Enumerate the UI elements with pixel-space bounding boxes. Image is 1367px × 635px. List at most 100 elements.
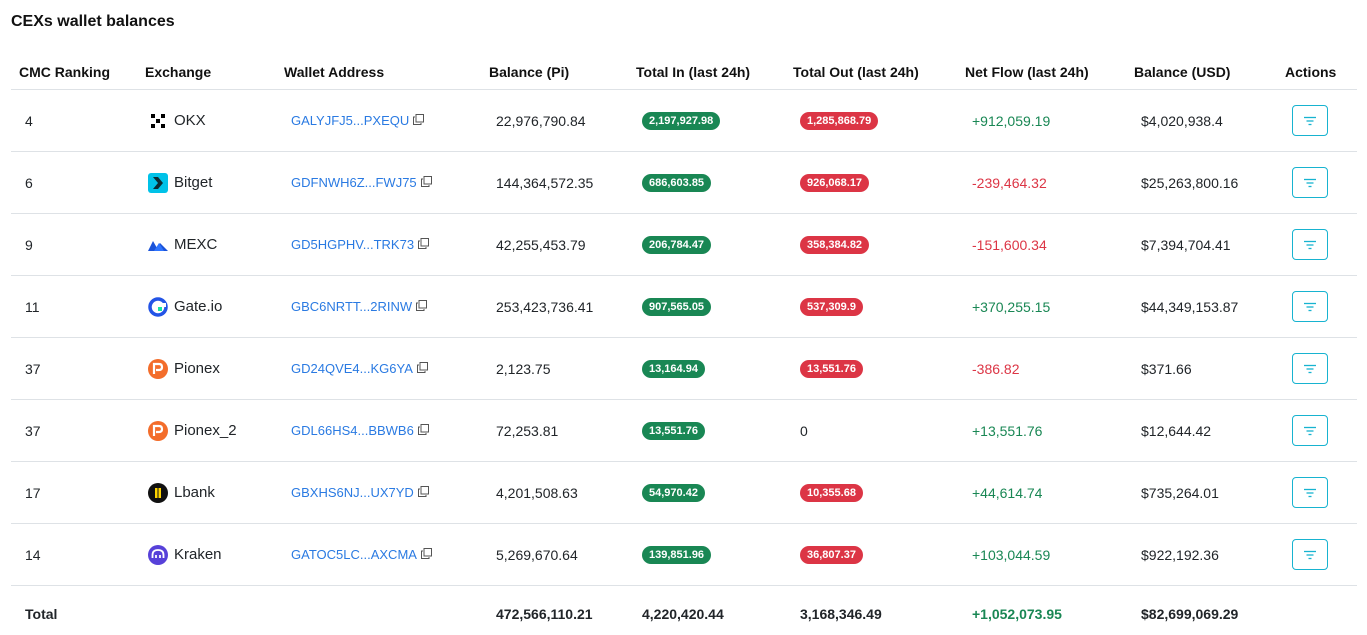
copy-icon[interactable] xyxy=(417,423,429,438)
actions-cell xyxy=(1292,524,1328,585)
total-in-cell: 686,603.85 xyxy=(642,152,712,213)
rank-cell: 14 xyxy=(25,546,41,563)
exchange-cell: Gate.io xyxy=(148,276,222,337)
filter-icon xyxy=(1303,302,1317,312)
page-title: CEXs wallet balances xyxy=(11,13,175,30)
total-out-badge: 537,309.9 xyxy=(800,297,863,316)
wallet-address-link[interactable]: GATOC5LC...AXCMA xyxy=(291,547,432,562)
totals-row: Total 472,566,110.21 4,220,420.44 3,168,… xyxy=(11,586,1357,635)
total-out-cell: 10,355.68 xyxy=(800,462,863,523)
table-header: CMC Ranking Exchange Wallet Address Bala… xyxy=(11,54,1357,90)
net-flow-cell: +13,551.76 xyxy=(972,422,1043,439)
net-flow-cell: -239,464.32 xyxy=(972,174,1047,191)
net-flow-cell: -151,600.34 xyxy=(972,236,1047,253)
filter-transactions-button[interactable] xyxy=(1292,539,1328,570)
rank-cell: 4 xyxy=(25,112,33,129)
copy-icon[interactable] xyxy=(416,299,428,314)
rank-cell: 11 xyxy=(25,298,40,315)
exchange-cell: Bitget xyxy=(148,152,212,213)
total-in-cell: 54,970.42 xyxy=(642,462,705,523)
kraken-icon xyxy=(148,544,168,565)
copy-icon[interactable] xyxy=(420,547,432,562)
filter-transactions-button[interactable] xyxy=(1292,105,1328,136)
filter-icon xyxy=(1303,116,1317,126)
balance-usd-cell: $25,263,800.16 xyxy=(1141,174,1239,191)
wallet-address-link[interactable]: GDFNWH6Z...FWJ75 xyxy=(291,175,432,190)
exchange-name: Bitget xyxy=(174,174,213,191)
address-cell: GDL66HS4...BBWB6 xyxy=(291,400,429,461)
filter-icon xyxy=(1303,240,1317,250)
balance-pi-cell: 4,201,508.63 xyxy=(496,484,578,501)
col-header-total-in[interactable]: Total In (last 24h) xyxy=(636,64,751,80)
table-row: 11 Gate.io GBC6NRTT...2RINW 253,423,736.… xyxy=(11,276,1357,338)
col-header-balance-usd[interactable]: Balance (USD) xyxy=(1134,64,1231,80)
total-out-cell: 0 xyxy=(800,400,808,461)
filter-transactions-button[interactable] xyxy=(1292,477,1328,508)
filter-transactions-button[interactable] xyxy=(1292,415,1328,446)
copy-icon[interactable] xyxy=(416,361,428,376)
filter-transactions-button[interactable] xyxy=(1292,291,1328,322)
col-header-rank[interactable]: CMC Ranking xyxy=(19,64,110,80)
wallet-address-text: GD5HGPHV...TRK73 xyxy=(291,237,415,252)
totals-total-in: 4,220,420.44 xyxy=(642,606,724,622)
total-in-badge: 13,164.94 xyxy=(642,359,705,378)
copy-icon[interactable] xyxy=(417,485,429,500)
total-out-badge: 1,285,868.79 xyxy=(800,111,879,130)
filter-icon xyxy=(1303,178,1317,188)
wallet-address-link[interactable]: GBXHS6NJ...UX7YD xyxy=(291,485,429,500)
total-out-value: 0 xyxy=(800,422,808,439)
copy-icon[interactable] xyxy=(418,237,430,252)
wallet-address-link[interactable]: GBC6NRTT...2RINW xyxy=(291,299,428,314)
total-out-badge: 926,068.17 xyxy=(800,173,870,192)
copy-icon[interactable] xyxy=(420,175,432,190)
actions-cell xyxy=(1292,462,1328,523)
exchange-cell: Lbank xyxy=(148,462,215,523)
exchange-cell: Pionex xyxy=(148,338,220,399)
col-header-balance-pi[interactable]: Balance (Pi) xyxy=(489,64,570,80)
col-header-net-flow[interactable]: Net Flow (last 24h) xyxy=(965,64,1089,80)
rank-cell: 17 xyxy=(25,484,41,501)
total-out-cell: 537,309.9 xyxy=(800,276,863,337)
filter-transactions-button[interactable] xyxy=(1292,353,1328,384)
rank-cell: 37 xyxy=(25,360,41,377)
balance-pi-cell: 22,976,790.84 xyxy=(496,112,586,129)
col-header-total-out[interactable]: Total Out (last 24h) xyxy=(793,64,919,80)
address-cell: GD5HGPHV...TRK73 xyxy=(291,214,430,275)
net-flow-cell: +44,614.74 xyxy=(972,484,1043,501)
total-in-badge: 2,197,927.98 xyxy=(642,111,721,130)
total-out-badge: 358,384.82 xyxy=(800,235,870,254)
address-cell: GBC6NRTT...2RINW xyxy=(291,276,428,337)
totals-label: Total xyxy=(25,606,58,622)
net-flow-cell: +103,044.59 xyxy=(972,546,1051,563)
exchange-name: Pionex xyxy=(174,360,220,377)
pionex-icon xyxy=(148,358,168,379)
wallet-address-link[interactable]: GALYJFJ5...PXEQU xyxy=(291,113,425,128)
wallet-address-text: GATOC5LC...AXCMA xyxy=(291,547,417,562)
actions-cell xyxy=(1292,152,1328,213)
exchange-name: OKX xyxy=(174,112,206,129)
wallet-address-link[interactable]: GDL66HS4...BBWB6 xyxy=(291,423,429,438)
exchange-name: Pionex_2 xyxy=(174,422,237,439)
total-in-badge: 13,551.76 xyxy=(642,421,705,440)
total-in-badge: 206,784.47 xyxy=(642,235,712,254)
total-out-cell: 926,068.17 xyxy=(800,152,870,213)
table-row: 17 Lbank GBXHS6NJ...UX7YD 4,201,508.63 5… xyxy=(11,462,1357,524)
col-header-address[interactable]: Wallet Address xyxy=(284,64,385,80)
filter-transactions-button[interactable] xyxy=(1292,167,1328,198)
actions-cell xyxy=(1292,214,1328,275)
wallet-address-link[interactable]: GD24QVE4...KG6YA xyxy=(291,361,428,376)
wallet-address-text: GDFNWH6Z...FWJ75 xyxy=(291,175,417,190)
rank-cell: 6 xyxy=(25,174,33,191)
wallet-address-text: GALYJFJ5...PXEQU xyxy=(291,113,410,128)
col-header-exchange[interactable]: Exchange xyxy=(145,64,212,80)
total-in-cell: 13,551.76 xyxy=(642,400,705,461)
actions-cell xyxy=(1292,90,1328,151)
copy-icon[interactable] xyxy=(413,113,425,128)
total-out-cell: 358,384.82 xyxy=(800,214,870,275)
balance-usd-cell: $922,192.36 xyxy=(1141,546,1219,563)
exchange-name: Kraken xyxy=(174,546,222,563)
actions-cell xyxy=(1292,276,1328,337)
wallet-address-link[interactable]: GD5HGPHV...TRK73 xyxy=(291,237,430,252)
filter-transactions-button[interactable] xyxy=(1292,229,1328,260)
total-in-badge: 54,970.42 xyxy=(642,483,705,502)
